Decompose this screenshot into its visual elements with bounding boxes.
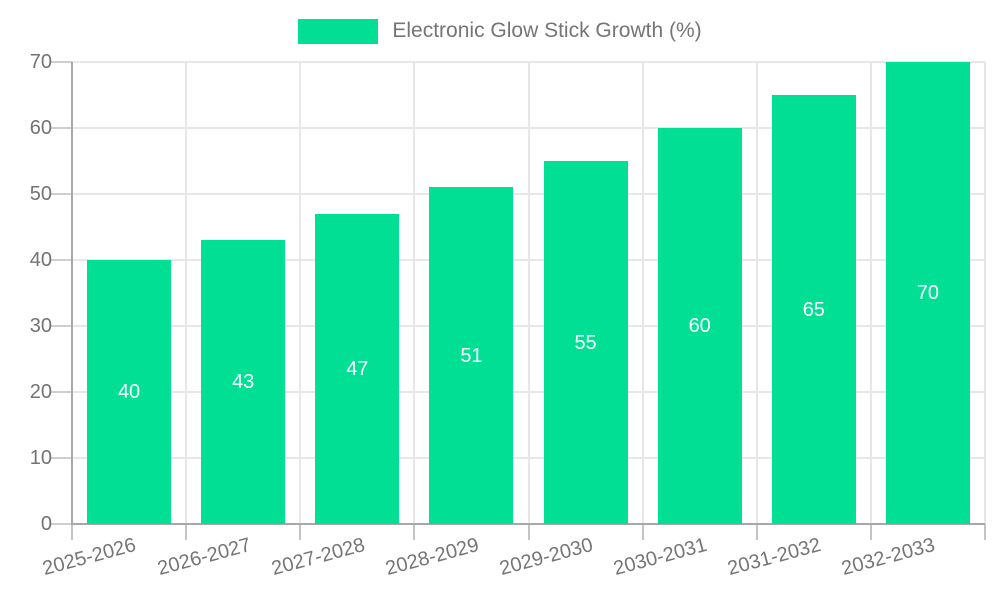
bar-data-label: 65 [802, 298, 825, 321]
y-axis-tick-label: 40 [29, 249, 52, 271]
bar[interactable] [657, 128, 742, 524]
gridline-vertical [185, 62, 188, 524]
x-axis-tick [984, 524, 986, 540]
x-axis-line [71, 523, 985, 525]
bar-data-label: 60 [688, 315, 711, 337]
bar[interactable] [315, 213, 400, 524]
x-axis-category-label: 2032-2033 [839, 534, 938, 581]
x-axis-category-label: 2029-2030 [497, 534, 596, 581]
bar[interactable] [429, 187, 514, 524]
legend-swatch[interactable] [298, 18, 379, 44]
bar[interactable] [885, 62, 970, 524]
y-axis-tick [50, 325, 72, 327]
y-axis-tick [50, 193, 72, 195]
x-axis-tick [641, 524, 644, 540]
legend-label[interactable]: Electronic Glow Stick Growth (%) [392, 19, 702, 42]
bar[interactable] [201, 240, 286, 524]
x-axis-tick [869, 524, 872, 540]
gridline-vertical [869, 62, 872, 524]
gridline-vertical [413, 62, 416, 524]
x-axis-tick [527, 524, 530, 540]
y-axis-tick-label: 20 [29, 381, 52, 403]
y-axis-tick [50, 523, 72, 525]
x-axis-category-label: 2028-2029 [383, 534, 482, 581]
bar-data-label: 55 [574, 331, 597, 354]
x-axis-tick [755, 524, 758, 540]
x-axis-category-label: 2027-2028 [268, 534, 368, 581]
y-axis-tick-label: 60 [29, 117, 52, 139]
gridline-vertical [641, 62, 644, 524]
gridline-vertical [299, 62, 302, 524]
bar-data-label: 51 [460, 344, 483, 367]
x-axis-tick [185, 524, 188, 540]
x-axis-category-label: 2025-2026 [40, 534, 139, 581]
y-axis-tick-label: 10 [29, 447, 52, 469]
y-axis-tick-label: 30 [29, 315, 52, 337]
bar[interactable] [543, 161, 628, 524]
y-axis-line [71, 62, 73, 524]
y-axis-tick-label: 0 [40, 513, 52, 535]
bar-data-label: 40 [117, 381, 141, 403]
bar[interactable] [87, 260, 172, 524]
chart-legend: Electronic Glow Stick Growth (%) [0, 14, 1000, 48]
bar[interactable] [771, 95, 856, 524]
bar-data-label: 47 [346, 357, 369, 380]
gridline-vertical [527, 62, 530, 524]
y-axis-tick [50, 259, 72, 261]
y-axis-tick [50, 61, 72, 63]
y-axis-tick [50, 391, 72, 393]
x-axis-category-label: 2030-2031 [611, 534, 710, 581]
x-axis-tick [413, 524, 416, 540]
x-axis-tick [299, 524, 302, 540]
y-axis-tick-label: 70 [29, 51, 52, 73]
y-axis-tick [50, 457, 72, 459]
x-axis-category-label: 2026-2027 [154, 534, 253, 581]
gridline-vertical [984, 62, 986, 524]
bar-data-label: 70 [916, 282, 940, 304]
bar-data-label: 43 [232, 371, 255, 394]
x-axis-tick [71, 524, 73, 540]
x-axis-category-label: 2031-2032 [725, 534, 824, 581]
gridline-vertical [755, 62, 758, 524]
y-axis-tick [50, 127, 72, 129]
y-axis-tick-label: 50 [29, 183, 52, 205]
